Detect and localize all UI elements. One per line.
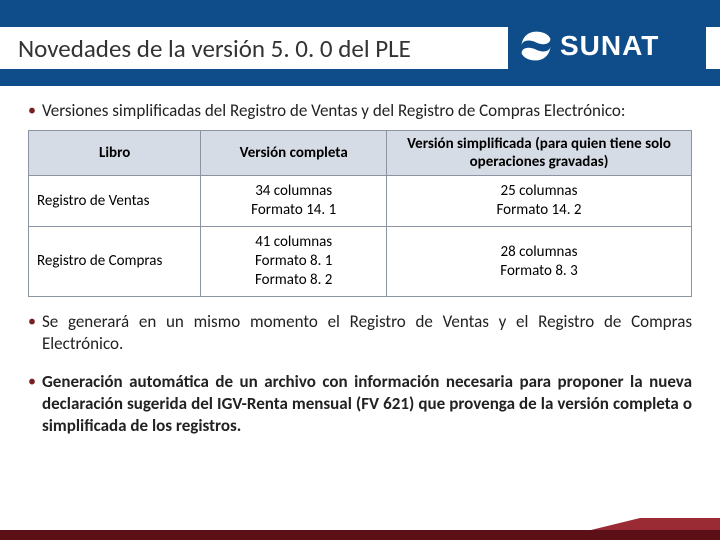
footer-accent [0, 518, 720, 540]
table-header: Versión completa [201, 131, 387, 176]
comparison-table: Libro Versión completa Versión simplific… [28, 130, 692, 297]
cell-simplificada: 25 columnas Formato 14. 2 [387, 176, 692, 227]
cell-simplificada: 28 columnas Formato 8. 3 [387, 227, 692, 297]
table-header: Versión simplificada (para quien tiene s… [387, 131, 692, 176]
bullet-item: • Generación automática de un archivo co… [28, 371, 692, 437]
bullet-dot-icon: • [28, 311, 36, 355]
cell-line: Formato 14. 2 [496, 201, 581, 219]
cell-libro: Registro de Ventas [29, 176, 201, 227]
bullet-text: Se generará en un mismo momento el Regis… [42, 311, 692, 355]
bullet-dot-icon: • [28, 100, 36, 122]
footer-dark-bar [0, 530, 720, 540]
bullet-item: • Se generará en un mismo momento el Reg… [28, 311, 692, 355]
cell-line: Formato 8. 3 [500, 262, 577, 280]
cell-completa: 34 columnas Formato 14. 1 [201, 176, 387, 227]
sunat-swirl-icon [518, 28, 554, 64]
cell-line: Formato 14. 1 [251, 201, 336, 219]
logo-text: SUNAT [560, 30, 659, 62]
cell-line: 25 columnas [501, 182, 578, 200]
bullet-dot-icon: • [28, 371, 36, 437]
cell-line: 34 columnas [255, 182, 332, 200]
cell-line: Formato 8. 2 [255, 271, 332, 289]
content-area: • Versiones simplificadas del Registro d… [28, 100, 692, 445]
cell-line: 28 columnas [501, 243, 578, 261]
bullet-text: Versiones simplificadas del Registro de … [42, 100, 625, 122]
cell-line: 41 columnas [255, 233, 332, 251]
bullet-text: Generación automática de un archivo con … [42, 371, 692, 437]
table-header-row: Libro Versión completa Versión simplific… [29, 131, 692, 176]
page-title: Novedades de la versión 5. 0. 0 del PLE [18, 33, 411, 64]
cell-completa: 41 columnas Formato 8. 1 Formato 8. 2 [201, 227, 387, 297]
table-row: Registro de Compras 41 columnas Formato … [29, 227, 692, 297]
cell-libro: Registro de Compras [29, 227, 201, 297]
table-row: Registro de Ventas 34 columnas Formato 1… [29, 176, 692, 227]
cell-line: Formato 8. 1 [255, 252, 332, 270]
logo: SUNAT [508, 18, 706, 74]
table-header: Libro [29, 131, 201, 176]
bullet-item: • Versiones simplificadas del Registro d… [28, 100, 692, 122]
